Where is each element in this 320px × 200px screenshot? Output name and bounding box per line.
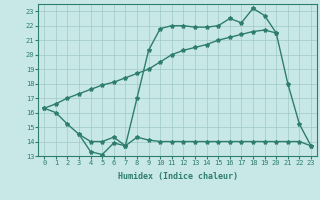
X-axis label: Humidex (Indice chaleur): Humidex (Indice chaleur): [118, 172, 238, 181]
